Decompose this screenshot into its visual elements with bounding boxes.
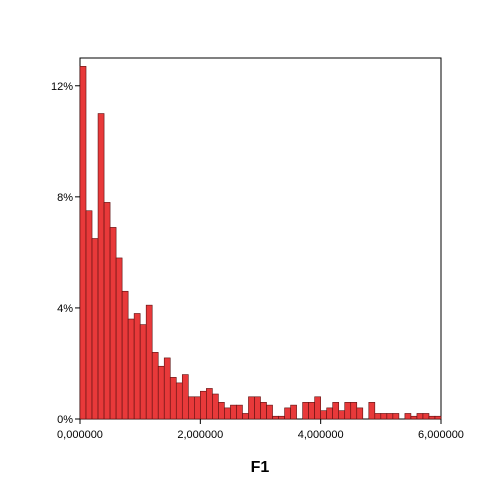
histogram-bar	[410, 415, 418, 420]
y-tick-label: 4%	[57, 303, 73, 315]
histogram-bar	[284, 407, 291, 420]
histogram-bar	[380, 413, 388, 420]
histogram-bar	[169, 377, 177, 420]
histogram-bar	[392, 413, 400, 420]
histogram-bar	[404, 413, 412, 420]
histogram-bar	[163, 357, 171, 420]
histogram-bar	[200, 390, 207, 420]
histogram-bar	[350, 402, 358, 420]
histogram-bar	[109, 227, 117, 420]
histogram-bar	[266, 404, 273, 420]
histogram-bar	[127, 318, 135, 420]
y-tick-label: 0%	[57, 414, 73, 426]
histogram-bar	[97, 113, 105, 420]
y-tick-label: 8%	[57, 192, 73, 204]
histogram-bar	[157, 365, 165, 420]
histogram-bar	[302, 402, 309, 420]
histogram-bar	[79, 66, 87, 420]
histogram-bar	[428, 415, 436, 420]
histogram-bar	[386, 413, 394, 420]
histogram-bar	[314, 396, 321, 420]
histogram-bar	[308, 402, 315, 420]
histogram-bar	[218, 402, 225, 420]
x-tick-label: 2,000000	[177, 429, 223, 441]
histogram-bar	[326, 407, 333, 420]
histogram-bar	[254, 396, 261, 420]
y-tick-label: 12%	[51, 81, 73, 93]
histogram-bar	[103, 202, 111, 420]
histogram-bar	[115, 257, 123, 420]
histogram-bar	[139, 324, 147, 420]
histogram-bar	[85, 210, 93, 420]
histogram-bar	[278, 415, 285, 420]
bars-layer	[79, 66, 442, 420]
histogram-bar	[212, 393, 219, 420]
histogram-bar	[434, 415, 442, 420]
histogram-bar	[290, 404, 297, 420]
histogram-bar	[151, 352, 159, 420]
histogram-bar	[133, 313, 141, 420]
histogram-bar	[181, 374, 189, 420]
histogram-bar	[242, 413, 249, 420]
histogram-bar	[374, 413, 382, 420]
x-tick-label: 4,000000	[298, 429, 344, 441]
x-axis-label: F1	[251, 459, 270, 476]
histogram-bar	[260, 402, 267, 420]
histogram-bar	[356, 407, 364, 420]
histogram-bar	[236, 404, 243, 420]
histogram-bar	[230, 404, 237, 420]
histogram-bar	[416, 413, 424, 420]
histogram-bar	[206, 388, 213, 420]
histogram-bar	[344, 402, 352, 420]
histogram-bar	[272, 415, 279, 420]
histogram-bar	[121, 290, 129, 420]
histogram-bar	[175, 382, 183, 420]
histogram-bar	[338, 410, 346, 420]
histogram-bar	[248, 396, 255, 420]
histogram-bar	[188, 396, 195, 420]
histogram-bar	[368, 402, 376, 420]
histogram-bar	[332, 402, 340, 420]
x-tick-label: 0,000000	[57, 429, 103, 441]
histogram-bar	[194, 396, 201, 420]
histogram-bar	[91, 238, 99, 420]
histogram-bar	[224, 407, 231, 420]
axes-layer: 0,000000 2,000000 4,000000 6,000000 0% 4% 8% 12…	[51, 81, 464, 441]
histogram-bar	[320, 410, 327, 420]
histogram-bar	[422, 413, 430, 420]
x-tick-label: 6,000000	[418, 429, 464, 441]
histogram-bar	[145, 304, 153, 420]
